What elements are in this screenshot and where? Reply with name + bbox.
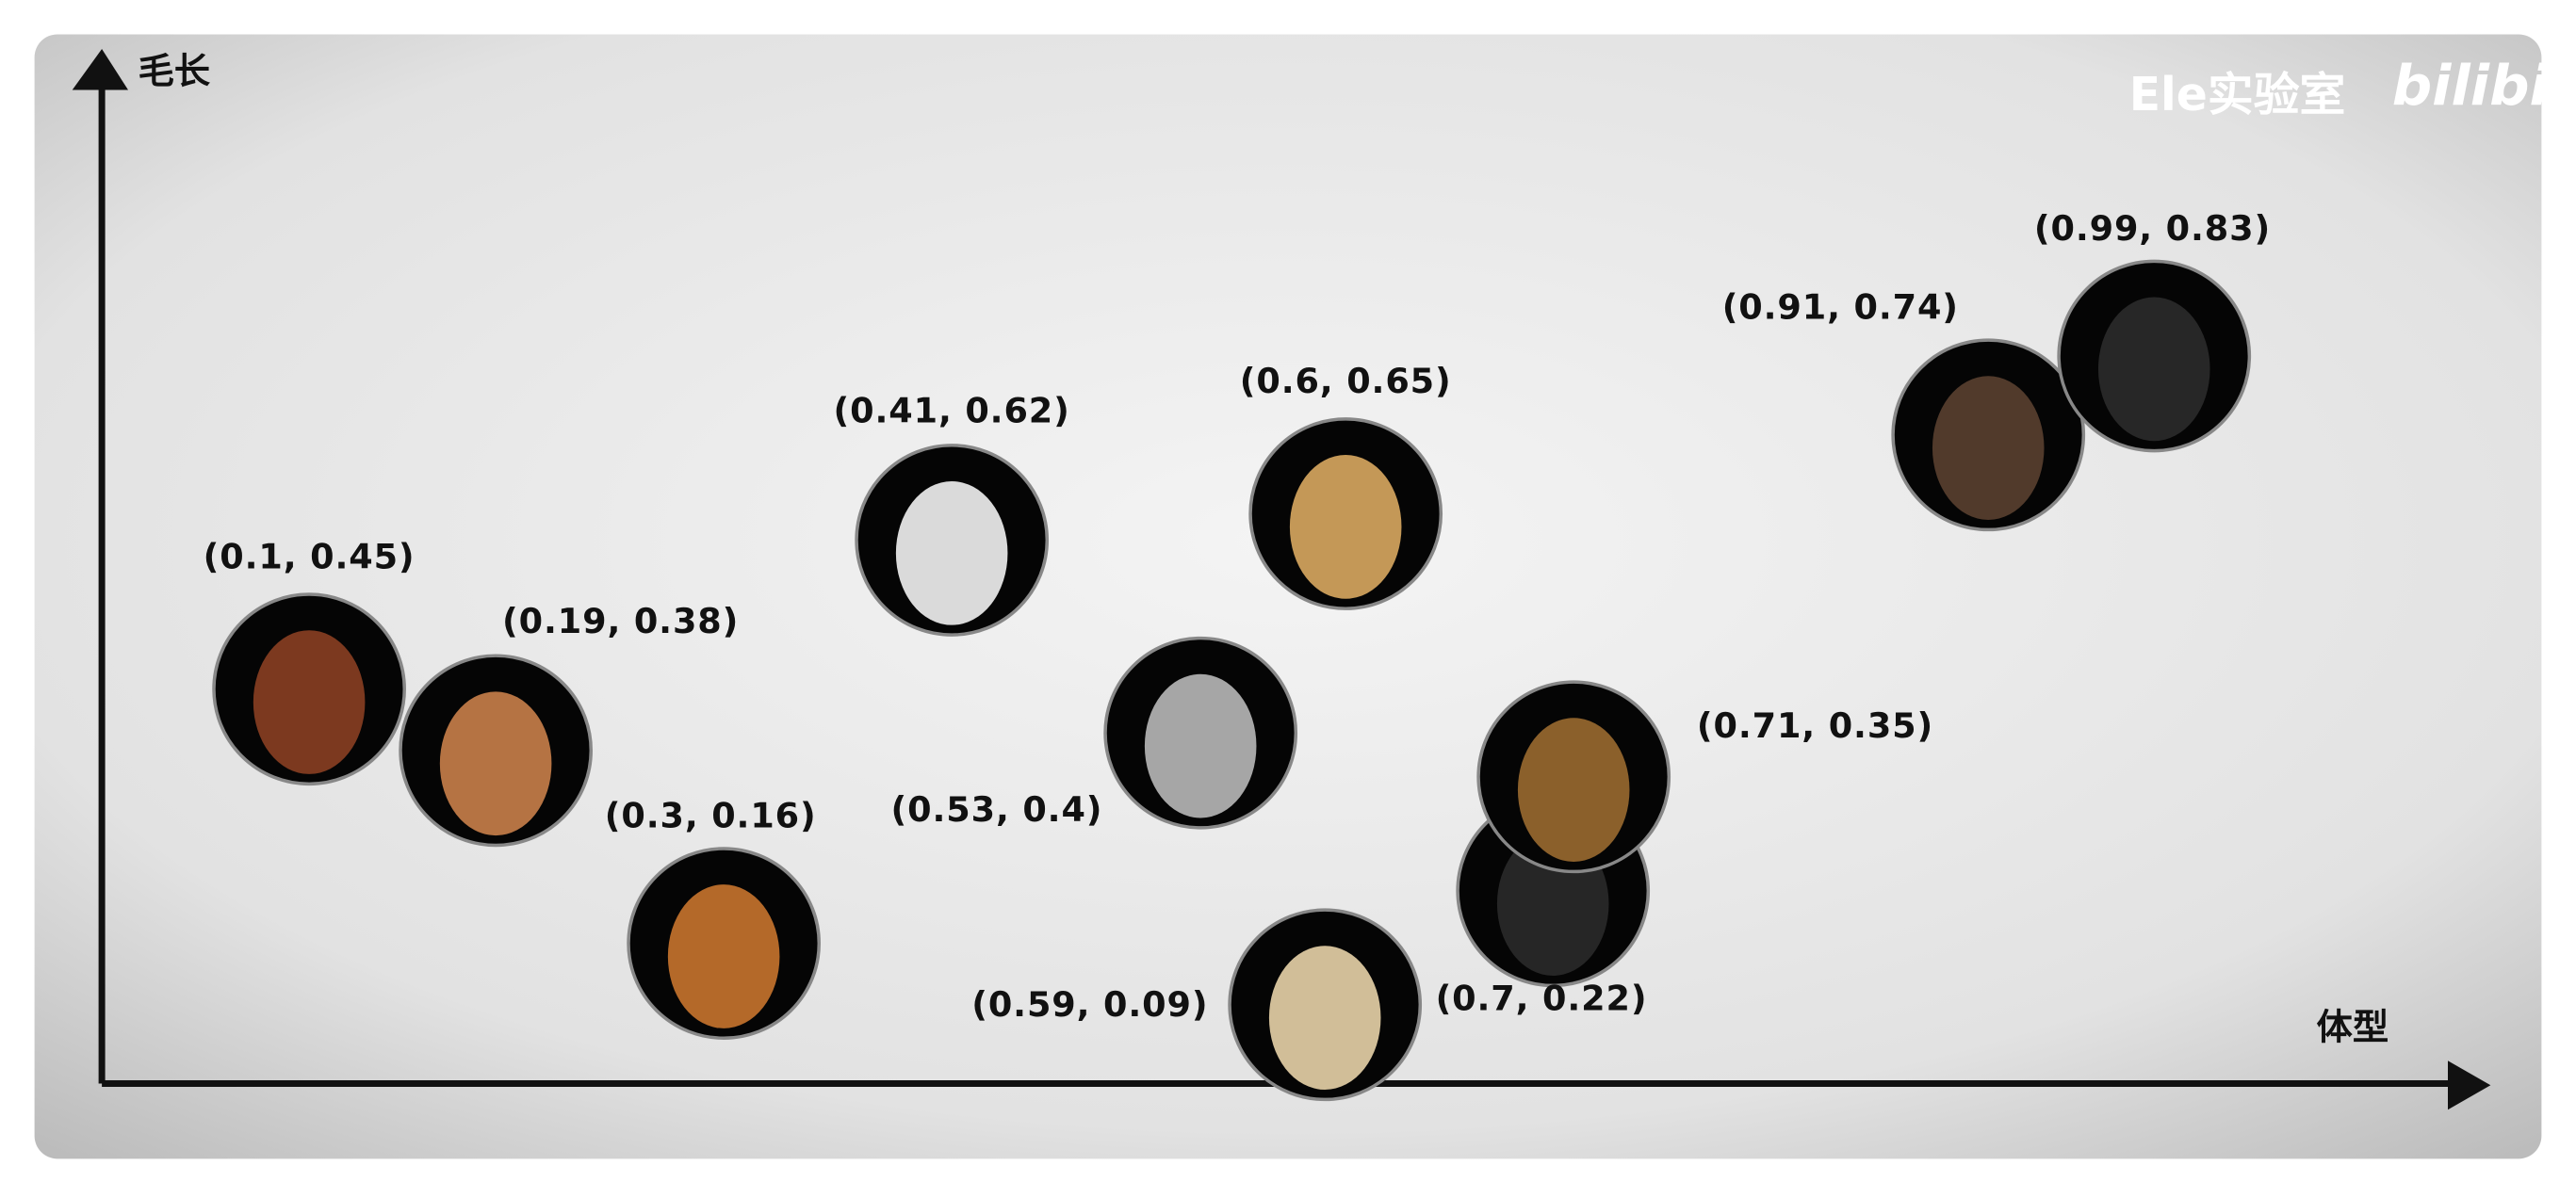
point [399,654,594,848]
dog-face [1144,673,1257,818]
point-label: (0.71, 0.35) [1697,705,1933,746]
dog-face [1517,718,1630,862]
point-label: (0.53, 0.4) [891,789,1103,830]
point-label: (0.7, 0.22) [1436,979,1648,1019]
point-label: (0.19, 0.38) [502,601,739,641]
y-arrow [72,49,129,90]
point [1228,908,1423,1102]
y-axis-label: 毛长 [138,51,210,93]
dog-face [439,691,552,836]
logo: bilibili [2392,54,2576,119]
point [855,444,1050,637]
point-label: (0.3, 0.16) [605,796,817,836]
point [1248,417,1443,610]
watermark: Ele实验室 [2129,69,2346,121]
point-label: (0.41, 0.62) [834,391,1070,431]
dog-face [895,480,1008,625]
dog-face [1268,946,1381,1090]
dog-face [2097,297,2210,442]
point-label: (0.1, 0.45) [204,536,416,576]
point-label: (0.6, 0.65) [1240,361,1452,401]
point [212,592,406,786]
x-axis-label: 体型 [2317,1007,2389,1049]
dog-face [1932,376,2045,520]
point-label: (0.99, 0.83) [2034,208,2271,249]
point [1103,636,1298,830]
point [1891,338,2086,532]
dog-face [667,884,780,1028]
point [627,847,822,1040]
point [1476,680,1671,874]
point-label: (0.91, 0.74) [1722,287,1959,328]
dog-face [253,630,366,774]
x-arrow [2447,1060,2491,1110]
point-label: (0.59, 0.09) [971,984,1208,1025]
point [2057,259,2252,453]
dog-face [1289,455,1402,599]
